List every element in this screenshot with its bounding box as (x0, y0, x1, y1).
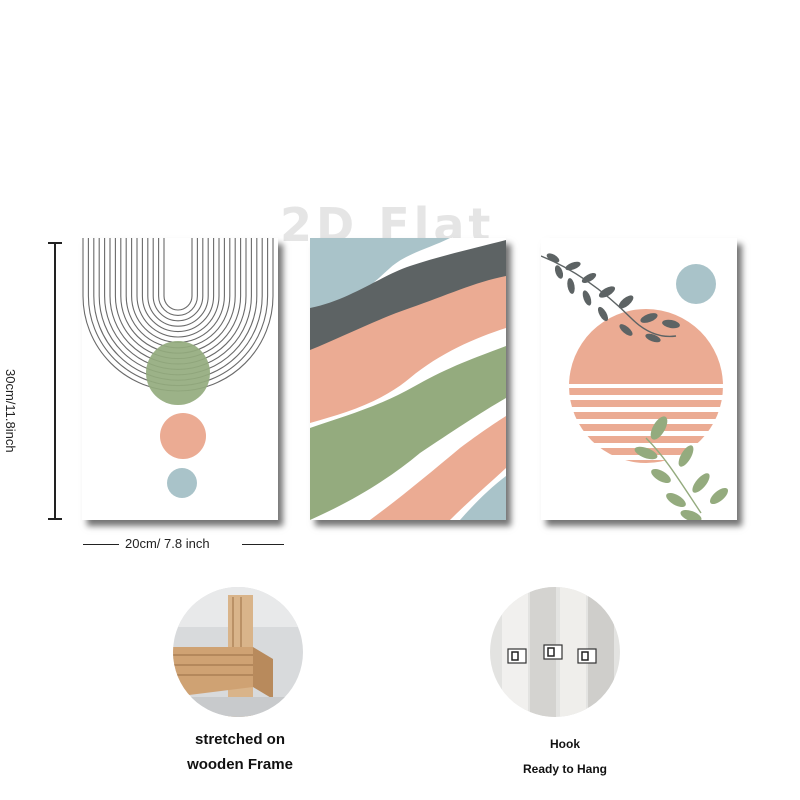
width-dimension-line-right (242, 544, 284, 545)
arch-line (136, 238, 220, 338)
hook-caption-line1: Hook (550, 737, 580, 751)
height-dimension-line (54, 243, 56, 519)
frame-caption-line2: wooden Frame (187, 756, 293, 773)
wooden-frame-photo (173, 587, 303, 717)
waves-artwork (310, 238, 506, 520)
frame-caption-line1: stretched on (194, 731, 285, 748)
arch-line (158, 238, 198, 316)
sun-leaves-artwork (541, 253, 729, 520)
arch-line (114, 238, 242, 360)
art-panel-arches (82, 238, 278, 520)
hook-photo (490, 587, 620, 717)
wooden-frame-illustration (173, 587, 303, 717)
arch-line (141, 238, 215, 333)
height-dimension-cap-bottom (48, 518, 62, 520)
hook-caption-line2: Ready to Hang (522, 762, 607, 776)
arch-circles-artwork (82, 238, 274, 498)
arch-line (152, 238, 204, 322)
arch-line (147, 238, 209, 327)
width-label: 20cm/ 7.8 inch (125, 536, 210, 551)
height-dimension-cap-top (48, 242, 62, 244)
height-label: 30cm/11.8inch (3, 369, 18, 453)
art-panel-sun-leaves (541, 238, 737, 520)
arch-line (163, 238, 193, 311)
width-dimension-line-left (83, 544, 119, 545)
hook-illustration (490, 587, 620, 717)
arch-line (120, 238, 236, 354)
art-panel-waves (310, 238, 506, 520)
